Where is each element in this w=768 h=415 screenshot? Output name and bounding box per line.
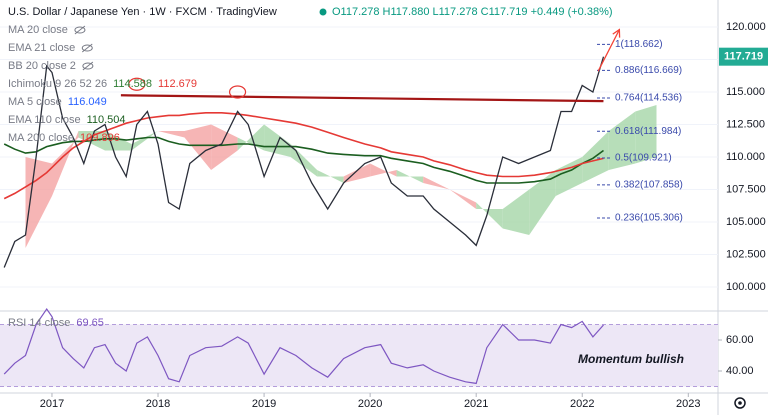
y-tick-label: 60.00 bbox=[726, 334, 754, 346]
ichimoku-cloud bbox=[608, 111, 636, 170]
legend-name: EMA 21 close bbox=[8, 42, 75, 54]
highlight-ellipse bbox=[128, 77, 146, 91]
x-tick-label: 2020 bbox=[358, 398, 382, 410]
fib-label: 0.764(114.536) bbox=[615, 93, 682, 104]
hide-toggle[interactable] bbox=[74, 25, 86, 35]
fib-label: 0.382(107.858) bbox=[615, 179, 683, 190]
y-tick-label: 107.500 bbox=[726, 183, 766, 195]
y-tick-label: 105.000 bbox=[726, 216, 766, 228]
ichimoku-cloud bbox=[423, 176, 450, 190]
ichimoku-cloud bbox=[449, 189, 477, 209]
legend-name: MA 20 close bbox=[8, 24, 68, 36]
eye-icon bbox=[81, 44, 93, 52]
eye-slash bbox=[82, 61, 94, 71]
y-tick-label: 120.000 bbox=[726, 21, 766, 33]
y-tick-label: 102.500 bbox=[726, 248, 766, 260]
x-tick-label: 2023 bbox=[676, 398, 700, 410]
last-price-box bbox=[719, 47, 768, 66]
fib-label: 0.618(111.984) bbox=[615, 126, 681, 137]
ichimoku-cloud bbox=[158, 131, 185, 138]
x-tick-label: 2017 bbox=[40, 398, 64, 410]
ichimoku-cloud bbox=[396, 170, 424, 183]
rsi-legend-value: 69.65 bbox=[76, 317, 104, 329]
ichimoku-cloud bbox=[635, 105, 657, 164]
ichimoku-cloud bbox=[52, 131, 79, 196]
annotation: Momentum bullish bbox=[578, 352, 684, 366]
fib-label: 0.5(109.921) bbox=[615, 153, 672, 164]
y-tick-label: 100.000 bbox=[726, 281, 766, 293]
fib-label: 0.236(105.306) bbox=[615, 213, 683, 224]
eye-icon bbox=[74, 26, 86, 34]
x-tick-label: 2021 bbox=[464, 398, 488, 410]
y-tick-label: 40.00 bbox=[726, 365, 754, 377]
status-dot bbox=[319, 8, 327, 16]
ichimoku-cloud bbox=[476, 202, 503, 229]
eye-icon bbox=[82, 62, 94, 70]
ichimoku-cloud bbox=[502, 189, 530, 235]
x-tick-label: 2019 bbox=[252, 398, 276, 410]
arrow-head bbox=[612, 28, 621, 38]
arrow bbox=[597, 29, 620, 72]
ichimoku-cloud bbox=[343, 163, 371, 183]
fib-label: 0.886(116.669) bbox=[615, 65, 682, 76]
y-tick-label: 110.000 bbox=[726, 151, 765, 163]
legend-name: BB 20 close 2 bbox=[8, 60, 76, 72]
y-tick-label: 112.500 bbox=[726, 118, 765, 130]
ichimoku-cloud bbox=[131, 131, 158, 151]
trendline bbox=[120, 94, 604, 103]
hide-toggle[interactable] bbox=[82, 61, 94, 71]
indicator-line bbox=[3, 112, 604, 200]
ichimoku-cloud bbox=[25, 157, 52, 248]
legend-name: Ichimoku 9 26 52 26 bbox=[8, 78, 107, 90]
legend-value: 112.679 bbox=[158, 78, 197, 90]
hide-toggle[interactable] bbox=[81, 43, 93, 53]
ichimoku-cloud bbox=[370, 163, 397, 177]
x-tick-label: 2022 bbox=[570, 398, 594, 410]
eye-slash bbox=[74, 25, 86, 35]
ohlc: O117.278 H117.880 L117.278 C117.719 +0.4… bbox=[332, 6, 613, 18]
eye-slash bbox=[81, 43, 93, 53]
rsi-legend-name: RSI 14 close bbox=[8, 317, 70, 329]
highlight-ellipse bbox=[228, 85, 247, 99]
legend-value: 116.049 bbox=[68, 96, 107, 108]
legend-value: 110.504 bbox=[87, 114, 126, 126]
legend-value: 114.588 bbox=[113, 78, 152, 90]
y-tick-label: 115.000 bbox=[726, 86, 765, 98]
plot-layer: 100.000 102.500 105.000 107.500 110.000 112.5… bbox=[0, 21, 768, 410]
fib-label: 1(118.662) bbox=[615, 39, 663, 50]
price-line bbox=[3, 56, 605, 268]
indicator-line bbox=[3, 136, 604, 184]
chart-title: U.S. Dollar / Japanese Yen · 1W · FXCM ·… bbox=[8, 6, 277, 18]
ichimoku-cloud bbox=[529, 170, 556, 235]
ichimoku-cloud bbox=[317, 170, 344, 183]
x-tick-label: 2018 bbox=[146, 398, 170, 410]
rsi-band bbox=[0, 324, 718, 387]
legend-name: MA 200 close bbox=[8, 132, 74, 144]
legend-name: EMA 110 close bbox=[8, 114, 81, 126]
legend-name: MA 5 close bbox=[8, 96, 62, 108]
ichimoku-cloud bbox=[184, 124, 212, 170]
settings-icon[interactable] bbox=[734, 397, 746, 409]
ichimoku-cloud bbox=[211, 124, 238, 170]
ichimoku-cloud bbox=[264, 124, 291, 157]
legend-value: 109.896 bbox=[80, 132, 120, 144]
last-price-label: 117.719 bbox=[724, 51, 763, 63]
rsi-line bbox=[3, 307, 604, 385]
